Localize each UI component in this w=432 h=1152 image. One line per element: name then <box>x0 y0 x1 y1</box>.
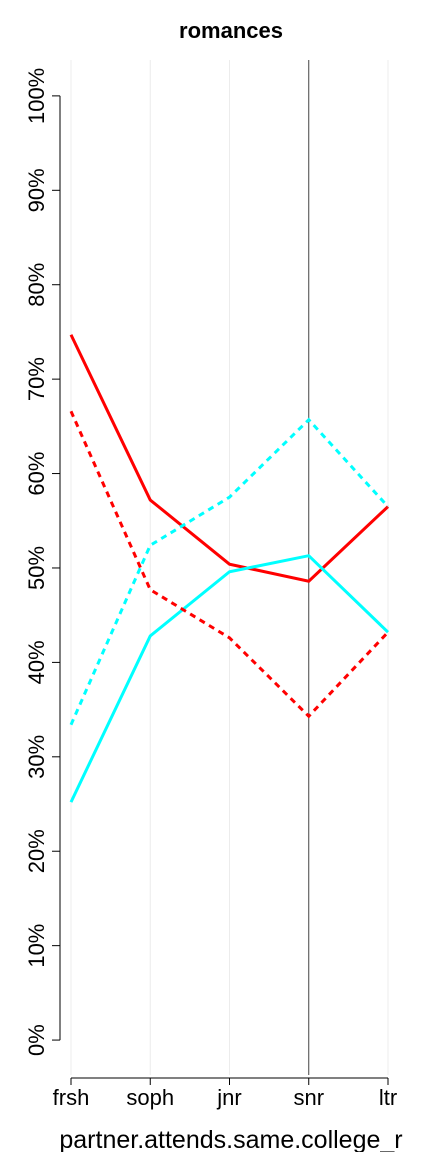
y-tick-label: 90% <box>24 168 49 212</box>
y-tick-label: 10% <box>24 924 49 968</box>
x-axis-label: partner.attends.same.college_r <box>59 1126 402 1152</box>
series-line <box>69 417 390 726</box>
y-tick-label: 100% <box>24 68 49 124</box>
y-tick-label: 80% <box>24 263 49 307</box>
series-line <box>69 554 390 803</box>
x-tick-label: snr <box>293 1085 324 1110</box>
y-tick-label: 40% <box>24 640 49 684</box>
chart-title: romances <box>179 18 283 43</box>
y-tick-label: 60% <box>24 452 49 496</box>
y-tick-label: 50% <box>24 546 49 590</box>
y-tick-label: 0% <box>24 1024 49 1056</box>
y-tick-label: 70% <box>24 357 49 401</box>
series-line <box>69 410 390 719</box>
x-tick-label: jnr <box>216 1085 241 1110</box>
x-tick-label: ltr <box>379 1085 397 1110</box>
y-tick-label: 30% <box>24 735 49 779</box>
y-tick-label: 20% <box>24 829 49 873</box>
series-line <box>69 334 390 583</box>
x-tick-label: soph <box>126 1085 174 1110</box>
x-tick-label: frsh <box>53 1085 90 1110</box>
